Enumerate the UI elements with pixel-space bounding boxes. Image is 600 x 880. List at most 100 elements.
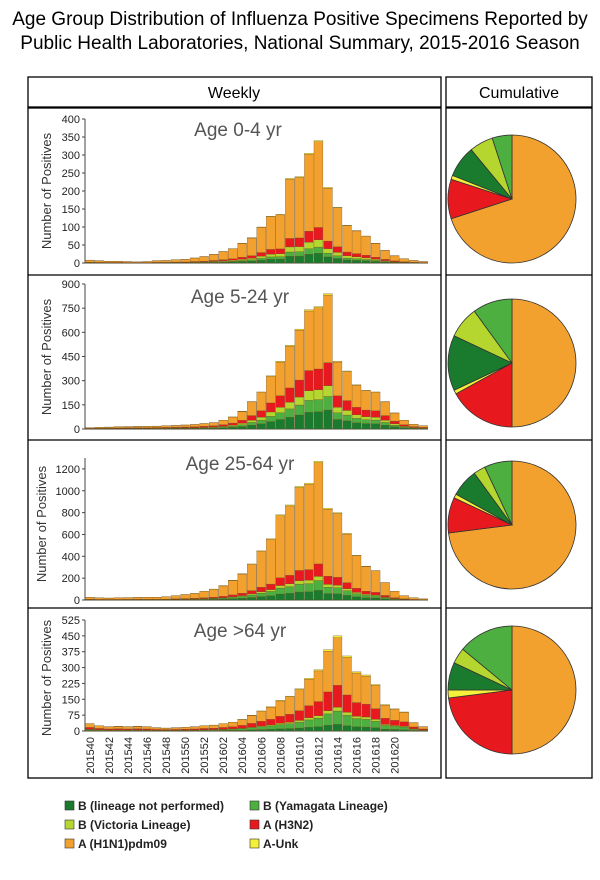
bar-segment — [370, 684, 381, 686]
bar-segment — [370, 597, 381, 601]
bar-segment — [275, 700, 285, 717]
bar-segment — [123, 597, 133, 600]
bar-segment — [361, 726, 371, 732]
bar-segment — [294, 379, 304, 398]
bar-segment — [380, 582, 390, 596]
bar-segment — [313, 306, 324, 308]
bar-segment — [351, 596, 362, 601]
bar-segment — [161, 727, 171, 730]
bar-segment — [247, 425, 257, 430]
y-tick-label: 525 — [62, 615, 80, 627]
bar-segment — [361, 595, 371, 598]
bar-segment — [218, 723, 228, 728]
y-tick-label: 1000 — [56, 486, 80, 498]
bar-segment — [132, 597, 143, 600]
pie-slice-a_h1n1pdm09 — [511, 298, 577, 428]
bar-segment — [237, 411, 247, 421]
bar-segment — [380, 261, 390, 264]
bar-segment — [285, 722, 295, 724]
bar-segment — [361, 566, 371, 592]
bar-segment — [85, 597, 95, 600]
bar-segment — [351, 418, 362, 423]
cumulative-pies — [447, 134, 577, 755]
bar-segment — [399, 595, 409, 600]
bar-segment — [94, 728, 104, 730]
bar-segment — [399, 427, 409, 430]
bar-segment — [332, 512, 343, 514]
bar-segment — [380, 724, 390, 726]
bar-segment — [313, 580, 324, 591]
bar-segment — [370, 392, 381, 411]
weekly-frame — [27, 107, 442, 779]
bar-segment — [390, 426, 400, 430]
bar-segment — [370, 423, 381, 430]
bar-segment — [294, 487, 304, 571]
bar-segment — [275, 361, 285, 363]
bar-segment — [342, 712, 352, 716]
pie-slice-a_h1n1pdm09 — [511, 625, 577, 755]
bar-segment — [237, 420, 247, 424]
bar-segment — [342, 371, 352, 401]
bar-segment — [85, 729, 95, 731]
pie-slice-b_yamagata — [462, 625, 513, 691]
x-tick-label: 201604 — [237, 737, 249, 774]
panel-age-5-24: Age 5-24 yr Number of Positives 0 150 300 4… — [39, 279, 428, 436]
bar-segment — [304, 248, 314, 255]
panel-age-over-64: Age >64 yr Number of Positives 0 75 150 225… — [39, 615, 428, 738]
bar-segment — [380, 259, 390, 261]
title-line-1: Age Group Distribution of Influenza Posi… — [12, 9, 588, 30]
y-tick-label: 300 — [62, 376, 80, 388]
bar-segment — [294, 246, 304, 252]
pie-slice-a_h1n1pdm09 — [450, 134, 577, 264]
bar-segment — [351, 726, 362, 732]
bar-segment — [342, 715, 352, 726]
bar-segment — [132, 726, 143, 729]
bar-segment — [285, 695, 295, 697]
bar-segment — [351, 256, 362, 259]
bar-segment — [142, 597, 152, 600]
bar-segment — [323, 691, 333, 711]
bar-segment — [275, 514, 285, 516]
x-tick-label: 201606 — [256, 737, 268, 774]
bar-segment — [332, 587, 343, 595]
bar-segment — [380, 425, 390, 430]
bar-segment — [247, 593, 257, 596]
bar-segment — [361, 257, 371, 260]
legend-label: B (lineage not performed) — [78, 799, 224, 813]
bar-segment — [323, 713, 333, 726]
bar-segment — [151, 597, 162, 600]
bar-segment — [228, 425, 238, 428]
x-tick-label: 201612 — [313, 737, 325, 774]
bar-segment — [266, 539, 276, 585]
bar-segment — [409, 722, 419, 728]
bar-segment — [228, 722, 238, 727]
pie-slice-b_yamagata — [484, 460, 513, 526]
bar-segment — [266, 256, 276, 260]
bar-segment — [399, 721, 409, 727]
bar-segment — [285, 728, 295, 732]
bar-segment — [370, 419, 381, 424]
bar-segment — [170, 595, 181, 600]
bar-segment — [94, 260, 104, 263]
bar-segment — [256, 252, 266, 257]
bar-segment — [361, 416, 371, 420]
bar-segment — [409, 260, 419, 263]
bar-segment — [313, 701, 324, 716]
bar-segment — [247, 727, 257, 731]
bar-segment — [170, 727, 181, 730]
bar-segment — [266, 719, 276, 726]
bar-segment — [218, 729, 228, 731]
bar-segment — [132, 426, 143, 428]
pie-slice-b_yamagata — [491, 134, 513, 200]
bar-segment — [266, 421, 276, 430]
y-tick-label: 0 — [74, 424, 80, 436]
bar-segment — [342, 595, 352, 601]
bar-segment — [323, 409, 333, 430]
bar-segment — [228, 728, 238, 731]
bar-segment — [323, 587, 333, 594]
bar-segment — [275, 587, 285, 595]
bar-segment — [370, 721, 381, 728]
bar-segment — [313, 563, 324, 577]
bar-segment — [332, 577, 343, 586]
bar-segment — [275, 577, 285, 586]
